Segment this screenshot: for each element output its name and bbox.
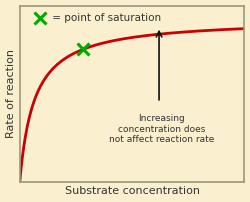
- Y-axis label: Rate of reaction: Rate of reaction: [6, 49, 16, 138]
- X-axis label: Substrate concentration: Substrate concentration: [64, 186, 200, 196]
- Text: Increasing
concentration does
not affect reaction rate: Increasing concentration does not affect…: [108, 114, 214, 144]
- Text: = point of saturation: = point of saturation: [49, 13, 161, 23]
